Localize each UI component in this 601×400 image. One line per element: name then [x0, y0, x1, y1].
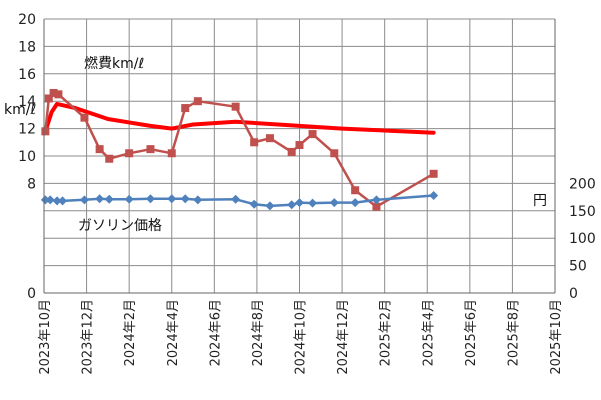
fuel-point: [429, 169, 438, 178]
trend-line: [43, 101, 436, 135]
price-point: [429, 190, 439, 200]
x-tick-label: 2024年4月: [166, 299, 181, 366]
right-tick-label: 100: [569, 231, 596, 247]
price-point: [295, 198, 304, 208]
left-axis-label: km/ℓ: [4, 102, 36, 118]
x-tick-label: 2024年8月: [251, 299, 266, 366]
price-point: [371, 195, 381, 205]
left-tick-label: 14: [18, 94, 36, 110]
fuel-point: [265, 134, 274, 143]
x-tick-label: 2025年6月: [464, 299, 479, 366]
price-point: [104, 194, 114, 204]
fuel-point: [80, 113, 89, 122]
price-point: [265, 201, 275, 211]
price-point: [287, 200, 297, 210]
price-point: [45, 195, 55, 205]
right-tick-label: 200: [569, 176, 596, 192]
price-point: [58, 196, 68, 206]
fuel-point: [295, 141, 304, 150]
fuel-point: [308, 130, 317, 139]
price-point: [249, 199, 259, 209]
fuel-point: [351, 186, 360, 195]
price-point: [308, 198, 318, 208]
fuel-point: [193, 97, 202, 106]
price-point: [95, 194, 105, 204]
right-tick-label: 50: [569, 259, 587, 275]
fuel-point: [125, 149, 134, 158]
fuel-point: [49, 88, 58, 97]
series-line: [44, 194, 435, 208]
left-tick-label: 18: [18, 39, 36, 55]
x-tick-label: 2025年4月: [421, 299, 436, 366]
price-point: [79, 195, 89, 205]
fuel-point: [372, 202, 381, 211]
price-point: [145, 194, 155, 204]
price-point: [329, 198, 339, 208]
fuel-point: [330, 149, 339, 158]
x-tick-label: 2024年6月: [208, 299, 223, 366]
left-tick-label: 10: [18, 149, 36, 165]
fuel-point: [146, 145, 155, 154]
series-layer: [40, 88, 439, 211]
left-tick-label: 16: [18, 67, 36, 83]
left-tick-label: 20: [18, 12, 36, 28]
x-tick-label: 2023年12月: [81, 299, 96, 375]
price-point: [52, 196, 62, 206]
fuel-point: [95, 145, 104, 154]
fuel-point: [167, 149, 176, 158]
right-tick-label: 150: [569, 204, 596, 220]
fuel-point: [250, 138, 259, 147]
x-tick-label: 2025年8月: [506, 299, 521, 366]
left-axis-ticks: 0 8 10 12 14 16 18 20: [18, 12, 36, 302]
x-tick-label: 2025年10月: [549, 299, 564, 375]
annotation-gasoline-price: ガソリン価格: [78, 218, 162, 234]
x-tick-label: 2023年10月: [38, 299, 53, 375]
fuel-point: [105, 154, 114, 163]
price-point: [124, 194, 134, 204]
price-point: [167, 194, 177, 204]
price-point: [231, 194, 241, 204]
series-line: [44, 91, 435, 208]
right-tick-label: 0: [569, 286, 578, 302]
right-axis-label: 円: [533, 193, 547, 209]
x-tick-label: 2024年12月: [336, 299, 351, 375]
fuel-point: [44, 94, 53, 103]
price-point: [350, 198, 360, 208]
axes: [43, 19, 556, 294]
fuel-point: [181, 104, 190, 113]
right-axis-ticks: 0 50 100 150 200: [569, 176, 596, 302]
fuel-point: [231, 102, 240, 111]
x-axis-ticks: 2023年10月 2023年12月 2024年2月 2024年4月 2024年6月 202…: [38, 299, 564, 375]
price-point: [40, 195, 50, 205]
price-point: [180, 194, 190, 204]
left-tick-label: 8: [27, 176, 36, 192]
left-tick-label: 0: [27, 286, 36, 302]
fuel-point: [41, 127, 50, 136]
x-tick-label: 2024年10月: [294, 299, 309, 375]
fuel-point: [54, 90, 63, 99]
price-point: [193, 195, 203, 205]
x-tick-label: 2024年2月: [123, 299, 138, 366]
x-tick-label: 2025年2月: [379, 299, 394, 366]
left-tick-label: 12: [18, 122, 36, 138]
annotation-fuel-economy: 燃費km/ℓ: [84, 55, 144, 72]
fuel-point: [287, 147, 296, 156]
